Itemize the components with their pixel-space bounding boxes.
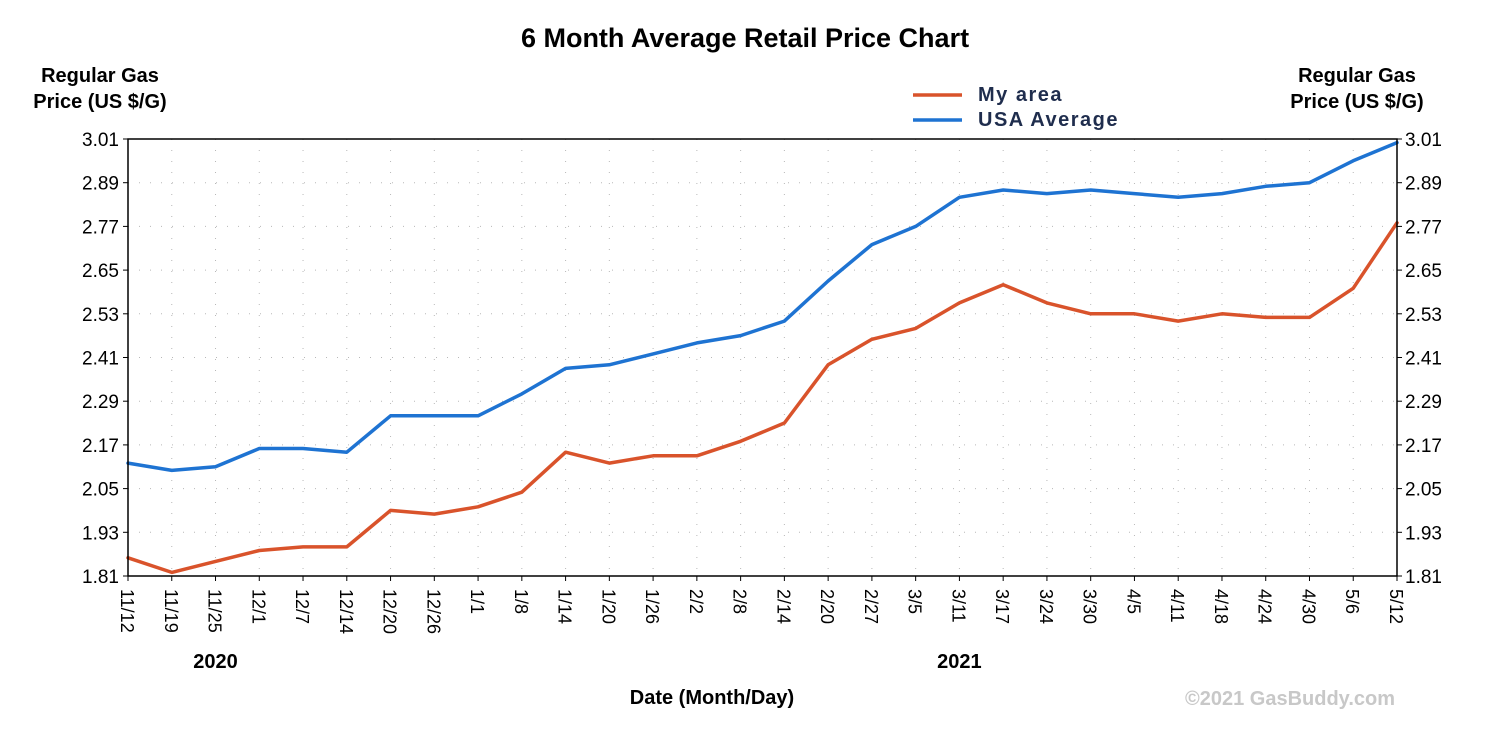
y-tick-label-left: 3.01 <box>82 130 119 151</box>
x-tick-label-3-30: 3/30 <box>1080 589 1100 624</box>
year-labels: 2020 2021 <box>193 651 981 673</box>
x-tick-label-12-14: 12/14 <box>336 589 356 634</box>
x-tick-label-11-19: 11/19 <box>161 589 181 633</box>
left-axis-title-line-1: Regular Gas <box>41 65 159 87</box>
x-tick-label-4-11: 4/11 <box>1167 589 1187 623</box>
x-tick-label-5-12: 5/12 <box>1386 589 1406 624</box>
y-tick-label-left: 1.81 <box>82 567 119 588</box>
right-axis-title-line-2: Price (US $/G) <box>1290 91 1423 113</box>
x-tick-label-4-24: 4/24 <box>1255 589 1275 624</box>
y-tick-label-right: 2.05 <box>1405 480 1442 501</box>
right-axis-title-line-1: Regular Gas <box>1298 65 1416 87</box>
y-tick-label-left: 2.41 <box>82 349 119 370</box>
x-tick-label-1-1: 1/1 <box>467 589 487 614</box>
y-tick-label-right: 2.17 <box>1405 436 1442 457</box>
y-tick-label-left: 1.93 <box>82 523 119 544</box>
series-line-usa-average <box>126 140 1399 473</box>
x-tick-label-12-7: 12/7 <box>292 589 312 624</box>
x-tick-label-3-5: 3/5 <box>905 589 925 614</box>
y-tick-label-right: 2.53 <box>1405 305 1442 326</box>
legend-label-usa-average: USA Average <box>978 109 1119 131</box>
x-tick-label-2-27: 2/27 <box>861 589 881 624</box>
x-axis: 11/12 11/19 11/25 12/1 12/7 12/14 12/20 12/26 1/… <box>117 576 1406 634</box>
y-tick-label-left: 2.65 <box>82 261 119 282</box>
y-tick-label-right: 2.29 <box>1405 392 1442 413</box>
chart-title: 6 Month Average Retail Price Chart <box>521 23 969 53</box>
y-tick-label-right: 2.89 <box>1405 174 1442 195</box>
x-tick-label-2-14: 2/14 <box>773 589 793 624</box>
x-tick-label-3-24: 3/24 <box>1036 589 1056 624</box>
legend-label-my-area: My area <box>978 84 1063 106</box>
x-tick-label-1-20: 1/20 <box>598 589 618 624</box>
x-tick-label-12-1: 12/1 <box>248 589 268 624</box>
x-tick-label-3-11: 3/11 <box>948 589 968 623</box>
legend: My area USA Average <box>913 84 1119 131</box>
x-axis-title: Date (Month/Day) <box>630 687 794 709</box>
x-tick-label-5-6: 5/6 <box>1342 589 1362 614</box>
series-layer <box>126 140 1399 575</box>
x-tick-label-12-26: 12/26 <box>423 589 443 634</box>
right-y-axis: 3.01 2.89 2.77 2.65 2.53 2.41 2.29 2.17 2.05 1.93… <box>1397 130 1442 588</box>
y-tick-label-right: 2.65 <box>1405 261 1442 282</box>
y-tick-label-left: 2.53 <box>82 305 119 326</box>
x-tick-label-12-20: 12/20 <box>380 589 400 634</box>
y-tick-label-right: 1.81 <box>1405 567 1442 588</box>
x-tick-label-1-26: 1/26 <box>642 589 662 624</box>
x-tick-label-11-12: 11/12 <box>117 589 137 633</box>
left-y-axis: 3.01 2.89 2.77 2.65 2.53 2.41 2.29 2.17 2.05 1.93… <box>82 130 128 588</box>
x-tick-label-2-8: 2/8 <box>730 589 750 614</box>
x-tick-label-4-5: 4/5 <box>1123 589 1143 614</box>
x-tick-label-1-14: 1/14 <box>555 589 575 624</box>
copyright-text: ©2021 GasBuddy.com <box>1185 688 1395 710</box>
series-line-my-area <box>126 221 1399 575</box>
y-tick-label-left: 2.29 <box>82 392 119 413</box>
x-tick-label-4-30: 4/30 <box>1298 589 1318 624</box>
y-tick-label-left: 2.17 <box>82 436 119 457</box>
y-tick-label-left: 2.05 <box>82 480 119 501</box>
y-tick-label-right: 2.41 <box>1405 349 1442 370</box>
year-label-2020: 2020 <box>193 651 238 673</box>
grid <box>128 139 1397 576</box>
year-label-2021: 2021 <box>937 651 982 673</box>
x-tick-label-2-2: 2/2 <box>686 589 706 614</box>
x-tick-label-2-20: 2/20 <box>817 589 837 624</box>
y-tick-label-right: 3.01 <box>1405 130 1442 151</box>
x-tick-label-3-17: 3/17 <box>992 589 1012 624</box>
y-tick-label-left: 2.89 <box>82 174 119 195</box>
left-axis-title-line-2: Price (US $/G) <box>33 91 166 113</box>
x-tick-label-4-18: 4/18 <box>1211 589 1231 624</box>
x-tick-label-11-25: 11/25 <box>205 589 225 633</box>
y-tick-label-left: 2.77 <box>82 217 119 238</box>
y-tick-label-right: 2.77 <box>1405 217 1442 238</box>
y-tick-label-right: 1.93 <box>1405 523 1442 544</box>
x-tick-label-1-8: 1/8 <box>511 589 531 614</box>
